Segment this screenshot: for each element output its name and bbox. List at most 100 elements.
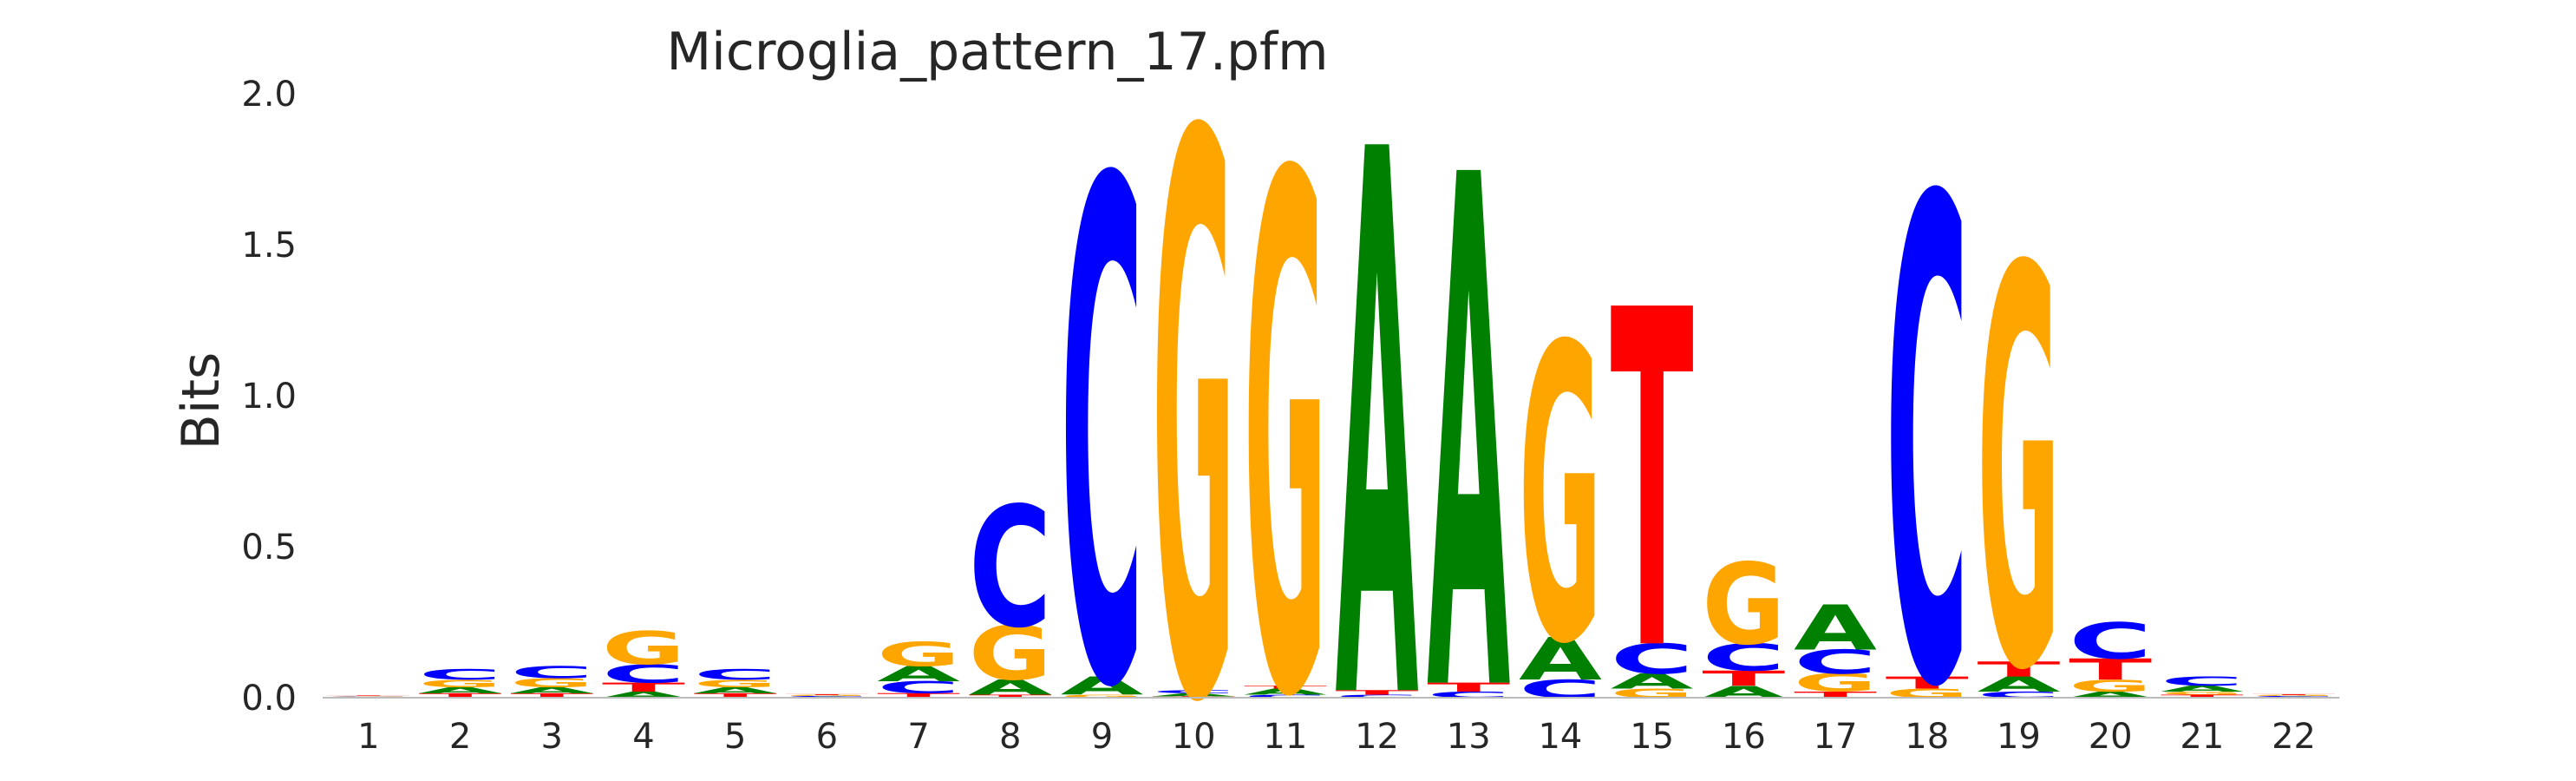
logo-letter-t: T (969, 694, 1052, 699)
x-tick-label: 1 (357, 717, 379, 757)
logo-letter-g: G (2252, 695, 2336, 697)
x-tick-label: 16 (1722, 717, 1766, 757)
logo-letter-t: T (785, 694, 868, 696)
logo-letter-c: C (1977, 690, 2060, 699)
logo-letter-c: C (1794, 643, 1877, 681)
logo-letter-c: C (510, 663, 593, 682)
logo-letter-c: C (2069, 612, 2152, 670)
y-axis-ticks: 0.0 0.5 1.0 1.5 2.0 (241, 75, 297, 719)
logo-letter-t: T (2252, 694, 2336, 696)
x-axis-ticks: 1 2 3 4 5 6 7 8 9 10 11 12 13 14 15 16 17 18 19 20 21 22 (357, 717, 2316, 757)
x-tick-label: 3 (541, 717, 563, 757)
logo-letter-c: C (877, 678, 960, 697)
logo-letters: ACGTTAGCTAGCATCGTAGCACGTTCAGTAGCGACTACGC… (327, 0, 2336, 781)
logo-letter-a: A (1427, 30, 1511, 781)
logo-letter-a: A (1336, 0, 1420, 781)
logo-letter-g: G (1794, 669, 1877, 698)
logo-letter-c: C (419, 666, 502, 684)
x-tick-label: 19 (1997, 717, 2041, 757)
logo-letter-g: G (1702, 540, 1785, 670)
logo-letter-c: C (602, 660, 685, 688)
y-tick-label: 1.5 (241, 226, 297, 266)
logo-letter-t: T (1702, 666, 1785, 691)
logo-letter-g: G (2069, 676, 2152, 695)
logo-letter-a: A (1611, 670, 1694, 694)
logo-letter-c: C (1611, 636, 1694, 684)
x-tick-label: 20 (2089, 717, 2133, 757)
logo-letter-c: C (2161, 674, 2244, 689)
logo-letter-a: A (877, 662, 960, 686)
logo-letter-a: A (969, 676, 1052, 700)
logo-letter-t: T (1977, 657, 2060, 681)
logo-letter-t: T (1794, 690, 1877, 699)
logo-letter-g: G (1519, 262, 1602, 733)
logo-letter-g: G (327, 696, 410, 697)
logo-letter-c: C (1244, 694, 1327, 699)
x-tick-label: 9 (1091, 717, 1113, 757)
x-tick-label: 22 (2272, 717, 2316, 757)
x-tick-label: 13 (1447, 717, 1491, 757)
logo-letter-c: C (2252, 696, 2336, 698)
logo-letter-t: T (2161, 694, 2244, 699)
logo-letter-g: G (785, 695, 868, 697)
logo-letter-c: C (969, 471, 1052, 665)
logo-letter-c: C (785, 696, 868, 698)
x-tick-label: 4 (632, 717, 654, 757)
logo-letter-c: C (1336, 694, 1419, 699)
logo-letter-a: A (1794, 592, 1877, 664)
logo-letter-t: T (1427, 680, 1510, 695)
logo-letter-t: T (419, 692, 502, 699)
logo-letter-g: G (1060, 694, 1143, 699)
x-tick-label: 6 (816, 717, 838, 757)
y-axis-label: Bits (171, 352, 232, 450)
logo-letter-a: A (419, 686, 502, 695)
logo-letter-c: C (1702, 636, 1785, 679)
x-tick-label: 18 (1905, 717, 1949, 757)
x-tick-label: 11 (1263, 717, 1307, 757)
x-tick-label: 15 (1630, 717, 1674, 757)
logo-letter-t: T (1611, 215, 1695, 754)
logo-letter-a: A (2069, 690, 2152, 699)
x-tick-label: 10 (1172, 717, 1216, 757)
logo-letter-g: G (510, 676, 593, 691)
logo-letter-t: T (2069, 653, 2152, 686)
logo-letter-a: A (1060, 672, 1143, 700)
logo-letter-a: A (510, 686, 593, 695)
x-tick-label: 8 (999, 717, 1021, 757)
logo-letter-g: G (969, 611, 1052, 698)
x-tick-label: 5 (724, 717, 746, 757)
logo-letter-g: G (877, 635, 960, 674)
x-tick-label: 14 (1538, 717, 1582, 757)
logo-letter-t: T (1886, 673, 1969, 692)
logo-letter-c: C (1519, 675, 1602, 704)
logo-letter-a: A (1152, 692, 1235, 698)
logo-letter-c: C (1427, 690, 1510, 699)
logo-letter-g: G (602, 623, 685, 676)
y-tick-label: 0.5 (241, 528, 297, 568)
x-tick-label: 7 (907, 717, 929, 757)
logo-letter-t: T (877, 692, 960, 699)
x-tick-label: 17 (1814, 717, 1858, 757)
logo-letter-g: G (2161, 691, 2244, 696)
logo-letter-c: C (694, 666, 777, 684)
logo-letter-c: C (1152, 689, 1235, 694)
logo-letter-g: G (1977, 154, 2060, 781)
logo-letter-a: A (1977, 673, 2060, 697)
x-tick-label: 12 (1355, 717, 1399, 757)
x-tick-label: 2 (449, 717, 471, 757)
logo-letter-a: A (1519, 627, 1602, 693)
logo-letter-g: G (1152, 0, 1235, 781)
logo-letter-c: C (1886, 63, 1969, 781)
logo-letter-g: G (694, 678, 777, 690)
logo-letter-t: T (327, 695, 410, 696)
logo-letter-a: A (2161, 684, 2244, 693)
logo-letter-c: C (327, 696, 410, 697)
y-tick-label: 2.0 (241, 75, 297, 115)
logo-letter-c: C (1060, 40, 1143, 781)
y-tick-label: 1.0 (241, 377, 297, 417)
logo-letter-t: T (694, 692, 777, 699)
x-tick-label: 21 (2180, 717, 2224, 757)
logo-letter-t: T (1244, 685, 1327, 690)
logo-letter-g: G (1244, 30, 1327, 781)
